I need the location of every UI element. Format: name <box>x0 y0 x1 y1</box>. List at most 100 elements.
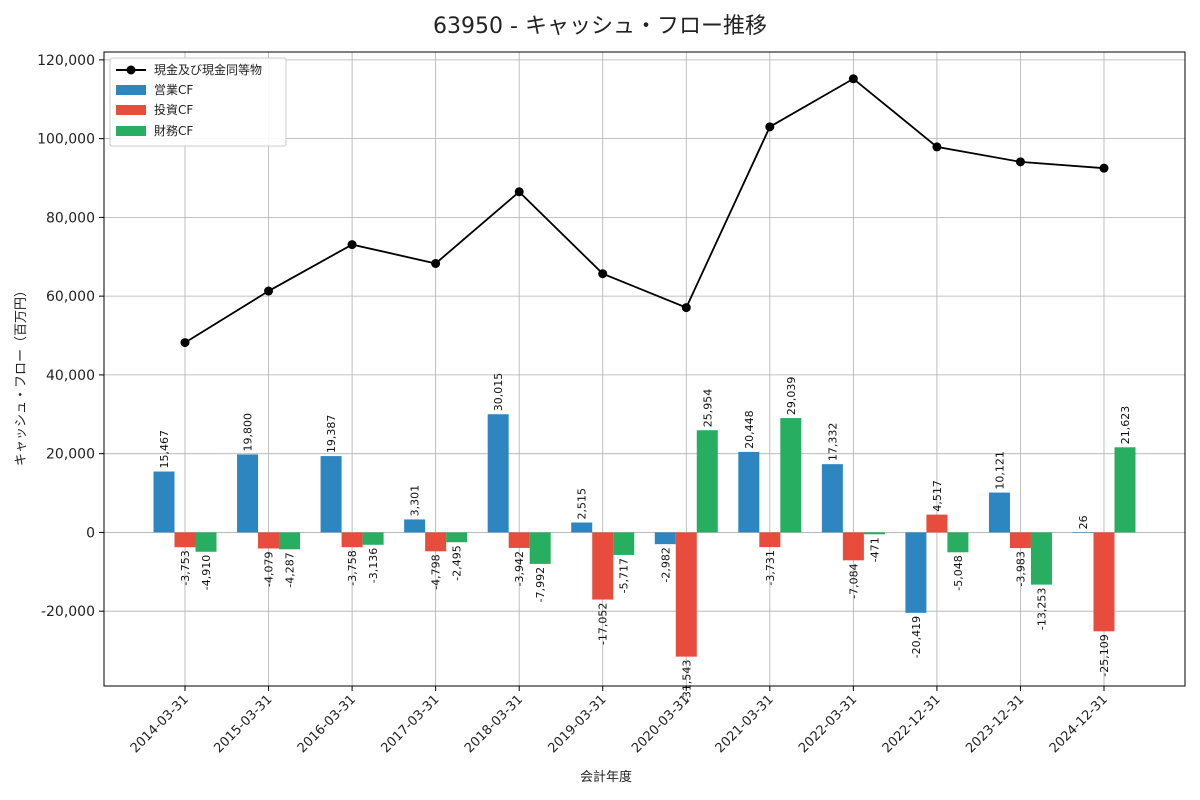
bar-value-label: 20,448 <box>743 410 756 449</box>
x-tick-label: 2014-03-31 <box>128 692 192 756</box>
cash-point <box>848 74 858 84</box>
bar-investing <box>1009 532 1031 549</box>
bar-operating <box>654 532 676 545</box>
chart-title: 63950 - キャッシュ・フロー推移 <box>433 14 767 39</box>
bar-financing <box>362 532 384 545</box>
y-axis-label: キャッシュ・フロー（百万円） <box>14 284 29 466</box>
legend-box <box>109 57 287 147</box>
bar-financing <box>195 532 217 552</box>
bar-operating <box>320 456 342 533</box>
bar-value-label: -31,543 <box>680 660 693 702</box>
legend-item-cash: 現金及び現金同等物 <box>154 62 262 77</box>
bar-value-label: 17,332 <box>826 423 839 462</box>
x-tick-label: 2016-03-31 <box>295 692 359 756</box>
bar-operating <box>404 519 426 533</box>
bar-financing <box>1114 447 1136 533</box>
y-tick-label: 60,000 <box>46 289 95 305</box>
bar-value-label: -3,753 <box>179 550 192 585</box>
bar-investing <box>174 532 196 548</box>
bar-value-label: -3,758 <box>346 550 359 585</box>
legend-swatch-investing <box>116 105 146 115</box>
bars <box>153 414 1136 657</box>
x-tick-label: 2022-03-31 <box>796 692 860 756</box>
bar-investing <box>508 532 530 548</box>
bar-value-label: 10,121 <box>993 451 1006 490</box>
bar-value-label: -7,084 <box>847 563 860 598</box>
bar-value-label: -4,079 <box>263 551 276 586</box>
bar-financing <box>529 532 551 564</box>
bar-value-label: 30,015 <box>492 373 505 412</box>
legend-swatch-operating <box>116 85 146 95</box>
bar-financing <box>446 532 468 543</box>
y-tick-label: 40,000 <box>46 368 95 384</box>
bar-value-label: -4,910 <box>200 555 213 590</box>
bar-value-label: -25,109 <box>1098 634 1111 676</box>
bar-value-label: 19,387 <box>325 415 338 454</box>
cash-line <box>180 74 1109 348</box>
bar-investing <box>425 532 447 552</box>
x-tick-label: 2017-03-31 <box>378 692 442 756</box>
grid <box>104 52 1185 686</box>
cash-point <box>514 187 524 197</box>
y-tick-label: 100,000 <box>37 132 95 148</box>
bar-investing <box>258 532 280 549</box>
x-tick-label: 2023-12-31 <box>963 692 1027 756</box>
bar-operating <box>571 522 593 533</box>
y-tick-label: 20,000 <box>46 447 95 463</box>
cash-point <box>765 122 775 132</box>
bar-investing <box>675 532 697 657</box>
bar-value-label: -5,048 <box>952 555 965 590</box>
bar-value-label: -3,942 <box>513 551 526 586</box>
bar-value-label: -3,136 <box>367 548 380 583</box>
bar-value-label: 19,800 <box>242 413 255 452</box>
bar-operating <box>237 454 259 533</box>
x-tick-label: 2020-03-31 <box>629 692 693 756</box>
bar-value-label: -5,717 <box>618 558 631 593</box>
bar-operating <box>905 532 927 613</box>
bar-value-label: -3,731 <box>764 550 777 585</box>
x-axis-label: 会計年度 <box>580 769 632 785</box>
x-tick-label: 2024-12-31 <box>1047 692 1111 756</box>
y-tick-label: 80,000 <box>46 210 95 226</box>
cash-point <box>180 338 190 348</box>
bar-financing <box>780 418 802 533</box>
cash-point <box>598 269 608 279</box>
bar-financing <box>1030 532 1052 585</box>
bar-financing <box>863 532 885 535</box>
bar-labels: 15,467 19,800 19,387 3,301 30,015 2,515 -2,982… <box>158 373 1132 702</box>
cash-point <box>264 286 274 296</box>
bar-value-label: 21,623 <box>1119 406 1132 445</box>
bar-value-label: 15,467 <box>158 430 171 469</box>
plot-frame <box>103 51 1186 687</box>
bar-operating <box>988 492 1010 533</box>
bar-value-label: 29,039 <box>785 377 798 416</box>
bar-value-label: 26 <box>1077 515 1090 529</box>
bar-investing <box>592 532 614 600</box>
x-tick-label: 2021-03-31 <box>713 692 777 756</box>
bar-value-label: -3,983 <box>1014 551 1027 586</box>
bar-investing <box>842 532 864 561</box>
legend-item-financing: 財務CF <box>154 123 193 138</box>
bar-value-label: 3,301 <box>409 485 422 517</box>
bar-value-label: 4,517 <box>931 480 944 512</box>
bar-investing <box>1093 532 1115 632</box>
bar-value-label: -20,419 <box>910 616 923 658</box>
bar-operating <box>821 464 843 533</box>
bar-financing <box>279 532 301 550</box>
cash-point <box>431 258 441 268</box>
bar-operating <box>487 414 509 533</box>
bar-operating <box>738 451 760 533</box>
bar-operating <box>1072 532 1094 533</box>
x-tick-label: 2019-03-31 <box>546 692 610 756</box>
axes: -20,000 0 20,000 40,000 60,000 80,000 100,000 1… <box>37 53 1111 756</box>
cash-line-path <box>184 77 1105 344</box>
cash-point <box>1015 157 1025 167</box>
bar-value-label: -2,982 <box>659 547 672 582</box>
y-tick-label: 0 <box>86 525 95 541</box>
legend-swatch-financing <box>116 126 146 136</box>
bar-financing <box>947 532 969 553</box>
bar-value-label: -13,253 <box>1035 588 1048 630</box>
bar-investing <box>759 532 781 548</box>
legend-item-operating: 営業CF <box>154 83 193 97</box>
